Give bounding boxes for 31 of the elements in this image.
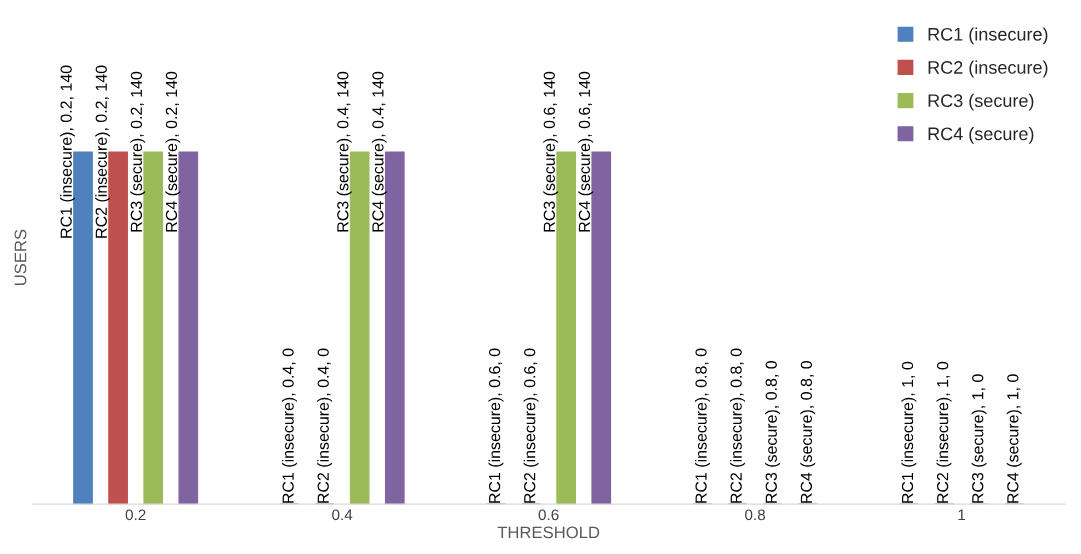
data-label: RC4 (secure), 0.4, 140 [371,71,387,232]
data-label: RC4 (secure), 1, 0 [1006,374,1022,503]
data-label: RC1 (insecure), 0.6, 0 [488,348,504,503]
data-label: RC2 (insecure), 0.8, 0 [730,348,745,503]
data-label: RC4 (secure), 0.6, 140 [578,71,594,232]
data-label: RC3 (secure), 0.4, 140 [336,71,352,232]
legend-label: RC3 (secure) [928,93,1034,111]
x-tick-label: 1 [958,509,966,521]
x-axis-title: THRESHOLD [497,526,600,539]
data-label: RC2 (insecure), 1, 0 [936,361,952,503]
legend-label: RC4 (secure) [928,126,1034,144]
data-label: RC3 (secure), 0.8, 0 [765,360,781,503]
x-tick-label: 0.2 [125,509,146,521]
data-label: RC3 (secure), 1, 0 [971,374,987,503]
data-label: RC4 (secure), 0.8, 0 [800,360,816,503]
data-label: RC3 (secure), 0.6, 140 [543,71,559,232]
data-label: RC1 (insecure), 0.4, 0 [282,348,297,503]
data-label: RC2 (insecure), 0.2, 140 [95,65,111,238]
x-tick-label: 0.6 [538,509,559,521]
legend-label: RC2 (insecure) [928,60,1048,78]
data-label: RC2 (insecure), 0.4, 0 [317,348,333,503]
data-label: RC1 (insecure), 0.8, 0 [694,348,710,503]
data-label: RC2 (insecure), 0.6, 0 [523,348,539,503]
data-label: RC4 (secure), 0.2, 140 [165,71,181,232]
data-label: RC1 (insecure), 1, 0 [901,361,917,503]
data-label: RC3 (secure), 0.2, 140 [130,71,146,232]
x-tick-label: 0.4 [332,509,353,521]
data-label: RC1 (insecure), 0.2, 140 [60,65,75,238]
legend-label: RC1 (insecure) [928,27,1048,45]
x-tick-label: 0.8 [745,509,766,521]
y-axis-title: USERS [14,229,27,286]
